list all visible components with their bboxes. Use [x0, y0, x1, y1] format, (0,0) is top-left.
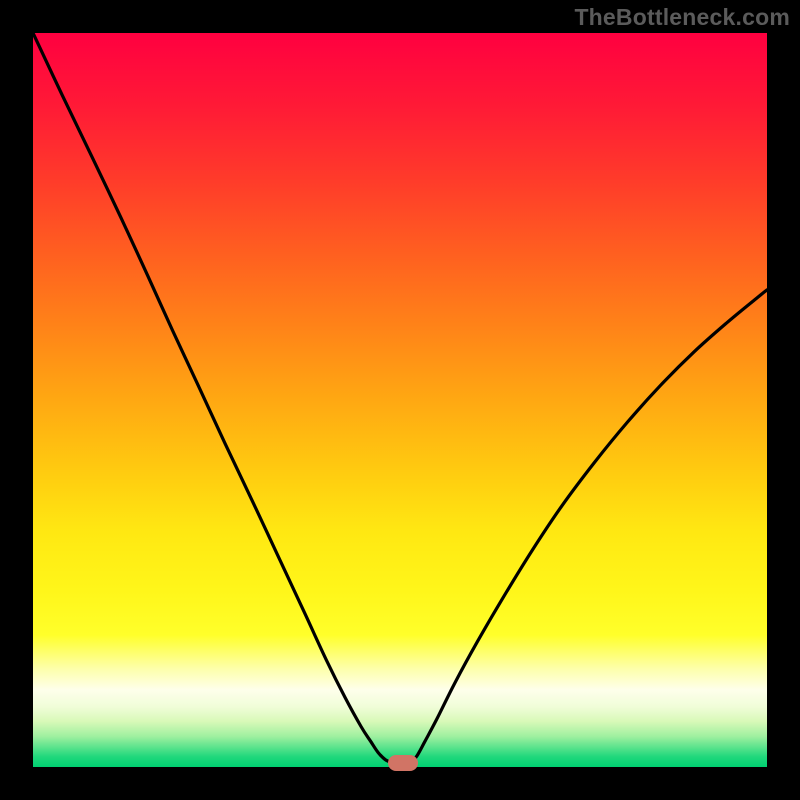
- bottleneck-curve: [33, 33, 767, 767]
- watermark-text: TheBottleneck.com: [574, 4, 790, 31]
- chart-frame: TheBottleneck.com: [0, 0, 800, 800]
- optimal-point-marker: [388, 755, 418, 771]
- plot-area: [33, 33, 767, 767]
